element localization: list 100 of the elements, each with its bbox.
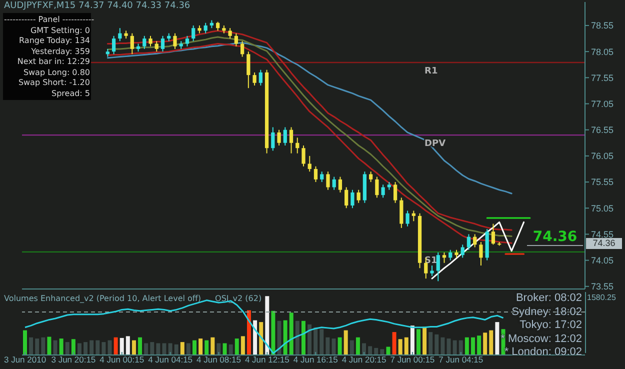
- bar: [338, 337, 342, 355]
- text: 1580.25: [587, 293, 616, 302]
- candlestick: [442, 252, 446, 264]
- bar: [368, 346, 372, 355]
- bar: [416, 329, 420, 355]
- candlestick: [296, 137, 300, 154]
- candlestick: [332, 176, 336, 190]
- bar: [77, 343, 82, 355]
- candlestick: [271, 126, 275, 152]
- x-tick-label: 7 Jun 04:15: [438, 354, 484, 364]
- bar: [326, 337, 330, 355]
- candlestick: [326, 171, 330, 190]
- candlestick: [185, 35, 190, 47]
- bar: [120, 338, 124, 355]
- candlestick: [479, 242, 483, 266]
- bar: [150, 342, 154, 355]
- bar: [162, 343, 166, 355]
- candlestick: [160, 35, 165, 52]
- bar: [320, 329, 324, 355]
- candlestick: [308, 155, 312, 172]
- candlestick: [430, 265, 434, 276]
- bar: [404, 337, 408, 355]
- bar: [458, 340, 463, 355]
- x-tick-label: 4 Jun 20:15: [342, 354, 387, 364]
- bar: [440, 337, 445, 355]
- bar: [483, 332, 488, 355]
- bar: [489, 330, 494, 355]
- x-tick-label: 3 Jun 2010: [4, 354, 46, 364]
- bar: [96, 340, 100, 355]
- bar: [259, 322, 264, 355]
- annotation: Next bar in: 12:29: [16, 57, 90, 66]
- y-tick-label: 77.05: [591, 98, 614, 109]
- candlestick: [369, 171, 373, 183]
- candlestick: [192, 24, 196, 42]
- x-tick-label: 4 Jun 12:15: [244, 354, 290, 364]
- y-tick-label: 73.55: [591, 282, 614, 292]
- candlestick: [344, 186, 348, 209]
- bar: [41, 337, 46, 355]
- bar: [470, 337, 475, 355]
- bar: [108, 340, 112, 355]
- bar: [446, 338, 451, 355]
- bar: [398, 339, 402, 355]
- candlestick: [154, 40, 158, 52]
- candlestick: [283, 126, 287, 146]
- bar: [174, 344, 178, 355]
- bar: [265, 296, 270, 355]
- bar: [362, 343, 366, 355]
- annotation: Sydney: 18:02: [510, 306, 582, 318]
- candlestick: [491, 223, 496, 246]
- annotation: OSI_v2 (62): [215, 294, 262, 303]
- candlestick: [289, 126, 294, 154]
- bar: [29, 337, 34, 355]
- bar: [283, 320, 288, 355]
- x-tick-label: 4 Jun 00:15: [100, 354, 144, 364]
- bar: [464, 337, 469, 355]
- bar: [240, 336, 245, 355]
- bar: [144, 343, 148, 355]
- candlestick: [142, 35, 146, 50]
- bar: [277, 320, 282, 355]
- candlestick: [400, 197, 404, 228]
- candlestick: [130, 32, 134, 55]
- candlestick: [240, 40, 244, 58]
- bar: [138, 337, 142, 355]
- bar: [332, 338, 336, 355]
- y-tick-label: 75.05: [591, 203, 614, 214]
- candlestick: [112, 35, 116, 55]
- bar: [246, 310, 251, 355]
- bar: [477, 336, 482, 355]
- bar: [344, 330, 348, 355]
- text: 74.36: [586, 238, 622, 250]
- annotation: GMT Setting: 0: [29, 26, 90, 34]
- annotation: Tokyo: 17:02: [518, 319, 582, 331]
- candlestick: [436, 252, 440, 282]
- candlestick: [375, 176, 379, 198]
- bar: [380, 349, 384, 355]
- bar: [314, 327, 318, 355]
- x-tick-label: 4 Jun 16:15: [293, 354, 338, 364]
- x-tick-label: 4 Jun 08:15: [196, 354, 242, 364]
- bar: [102, 342, 106, 355]
- y-tick-label: 76.05: [591, 151, 614, 162]
- y-tick-label: 74.55: [591, 229, 614, 240]
- candlestick: [393, 182, 398, 204]
- ref-line-label: R1: [424, 66, 438, 77]
- bar: [84, 342, 88, 355]
- bar: [198, 338, 203, 355]
- bar: [204, 340, 209, 355]
- annotation: Range Today: 134: [18, 36, 90, 45]
- candlestick: [412, 210, 416, 222]
- bar: [156, 343, 160, 355]
- y-tick-label: 75.55: [591, 177, 614, 188]
- candlestick: [350, 189, 354, 209]
- bar: [228, 344, 233, 355]
- bar: [65, 342, 70, 355]
- candlestick: [320, 171, 324, 183]
- bar: [59, 338, 64, 355]
- bar: [216, 343, 221, 355]
- bar: [132, 340, 136, 355]
- bar: [422, 326, 427, 355]
- y-tick-label: 77.55: [591, 72, 614, 83]
- candlestick: [258, 69, 262, 86]
